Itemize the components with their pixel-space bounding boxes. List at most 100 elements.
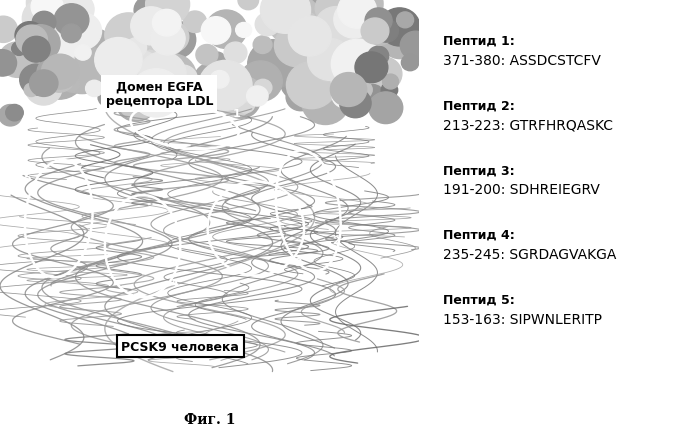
- Circle shape: [148, 55, 196, 99]
- Circle shape: [145, 20, 185, 58]
- Circle shape: [317, 62, 338, 82]
- Circle shape: [361, 19, 389, 45]
- Circle shape: [59, 0, 94, 27]
- Circle shape: [105, 14, 152, 58]
- Circle shape: [209, 53, 225, 68]
- Circle shape: [156, 22, 196, 59]
- Circle shape: [22, 37, 50, 63]
- Circle shape: [85, 81, 103, 97]
- Circle shape: [344, 10, 381, 45]
- Text: 235-245: SGRDAGVAKGA: 235-245: SGRDAGVAKGA: [443, 247, 617, 261]
- Circle shape: [29, 37, 60, 66]
- Circle shape: [44, 64, 75, 93]
- Text: 5: 5: [24, 173, 31, 183]
- Circle shape: [25, 71, 62, 106]
- Circle shape: [334, 2, 374, 39]
- Circle shape: [396, 13, 414, 29]
- Circle shape: [381, 83, 398, 98]
- Circle shape: [2, 63, 15, 75]
- Circle shape: [315, 8, 358, 47]
- Circle shape: [363, 86, 384, 104]
- Text: Пептид 3:: Пептид 3:: [443, 164, 515, 177]
- Circle shape: [34, 52, 85, 100]
- Circle shape: [120, 52, 161, 90]
- Circle shape: [308, 40, 352, 81]
- Circle shape: [32, 12, 56, 34]
- Circle shape: [332, 0, 383, 29]
- Circle shape: [299, 0, 326, 24]
- Circle shape: [366, 58, 402, 92]
- Circle shape: [287, 62, 337, 109]
- Circle shape: [150, 23, 185, 56]
- Circle shape: [15, 23, 44, 50]
- Circle shape: [95, 38, 142, 83]
- Circle shape: [56, 46, 108, 94]
- Circle shape: [41, 33, 78, 67]
- Circle shape: [331, 74, 367, 107]
- Circle shape: [131, 8, 171, 46]
- Circle shape: [332, 83, 359, 109]
- Circle shape: [365, 9, 392, 34]
- Circle shape: [369, 93, 403, 124]
- Circle shape: [354, 82, 373, 99]
- Circle shape: [54, 5, 89, 37]
- Circle shape: [224, 43, 247, 64]
- Circle shape: [131, 70, 182, 118]
- Circle shape: [330, 25, 359, 52]
- Circle shape: [152, 10, 181, 37]
- Circle shape: [382, 25, 418, 59]
- Circle shape: [210, 71, 229, 89]
- Text: Пептид 4:: Пептид 4:: [443, 228, 515, 241]
- Circle shape: [240, 86, 259, 104]
- Circle shape: [379, 9, 420, 47]
- Circle shape: [29, 71, 58, 97]
- Circle shape: [308, 58, 328, 77]
- Circle shape: [150, 83, 170, 103]
- Circle shape: [75, 46, 91, 61]
- Circle shape: [267, 0, 321, 46]
- Circle shape: [38, 86, 55, 101]
- Circle shape: [310, 73, 332, 94]
- Circle shape: [134, 0, 164, 25]
- Circle shape: [123, 76, 165, 115]
- Text: Пептид 2:: Пептид 2:: [443, 99, 515, 112]
- Circle shape: [31, 0, 63, 22]
- Circle shape: [37, 58, 68, 87]
- Circle shape: [37, 0, 90, 30]
- Circle shape: [168, 66, 197, 93]
- Text: Фиг. 1: Фиг. 1: [184, 412, 236, 426]
- Text: 213-223: GTRFHRQASKC: 213-223: GTRFHRQASKC: [443, 118, 613, 132]
- Text: Домен EGFA
рецептора LDL: Домен EGFA рецептора LDL: [106, 80, 213, 108]
- Text: 191-200: SDHREIEGRV: 191-200: SDHREIEGRV: [443, 183, 600, 197]
- Circle shape: [64, 29, 117, 79]
- Circle shape: [401, 55, 419, 71]
- Circle shape: [38, 26, 66, 51]
- Circle shape: [62, 13, 101, 51]
- Circle shape: [219, 86, 253, 117]
- Circle shape: [341, 26, 381, 64]
- Text: 2: 2: [331, 236, 340, 246]
- Text: 3: 3: [294, 257, 301, 267]
- Circle shape: [293, 62, 325, 92]
- Circle shape: [275, 9, 302, 33]
- Circle shape: [0, 17, 17, 43]
- Circle shape: [45, 32, 78, 63]
- Circle shape: [382, 75, 398, 90]
- Circle shape: [183, 12, 206, 34]
- Circle shape: [65, 25, 82, 42]
- Circle shape: [0, 43, 36, 78]
- Circle shape: [401, 32, 431, 61]
- Circle shape: [124, 51, 168, 92]
- Circle shape: [20, 65, 53, 96]
- Circle shape: [201, 18, 231, 45]
- Circle shape: [352, 3, 379, 28]
- Circle shape: [368, 47, 389, 66]
- Circle shape: [145, 0, 189, 26]
- Circle shape: [298, 13, 317, 31]
- Circle shape: [331, 65, 362, 94]
- Text: 153-163: SIPWNLERITP: 153-163: SIPWNLERITP: [443, 312, 603, 326]
- Circle shape: [369, 26, 391, 46]
- Circle shape: [236, 96, 255, 114]
- Circle shape: [12, 43, 27, 56]
- Circle shape: [156, 22, 189, 53]
